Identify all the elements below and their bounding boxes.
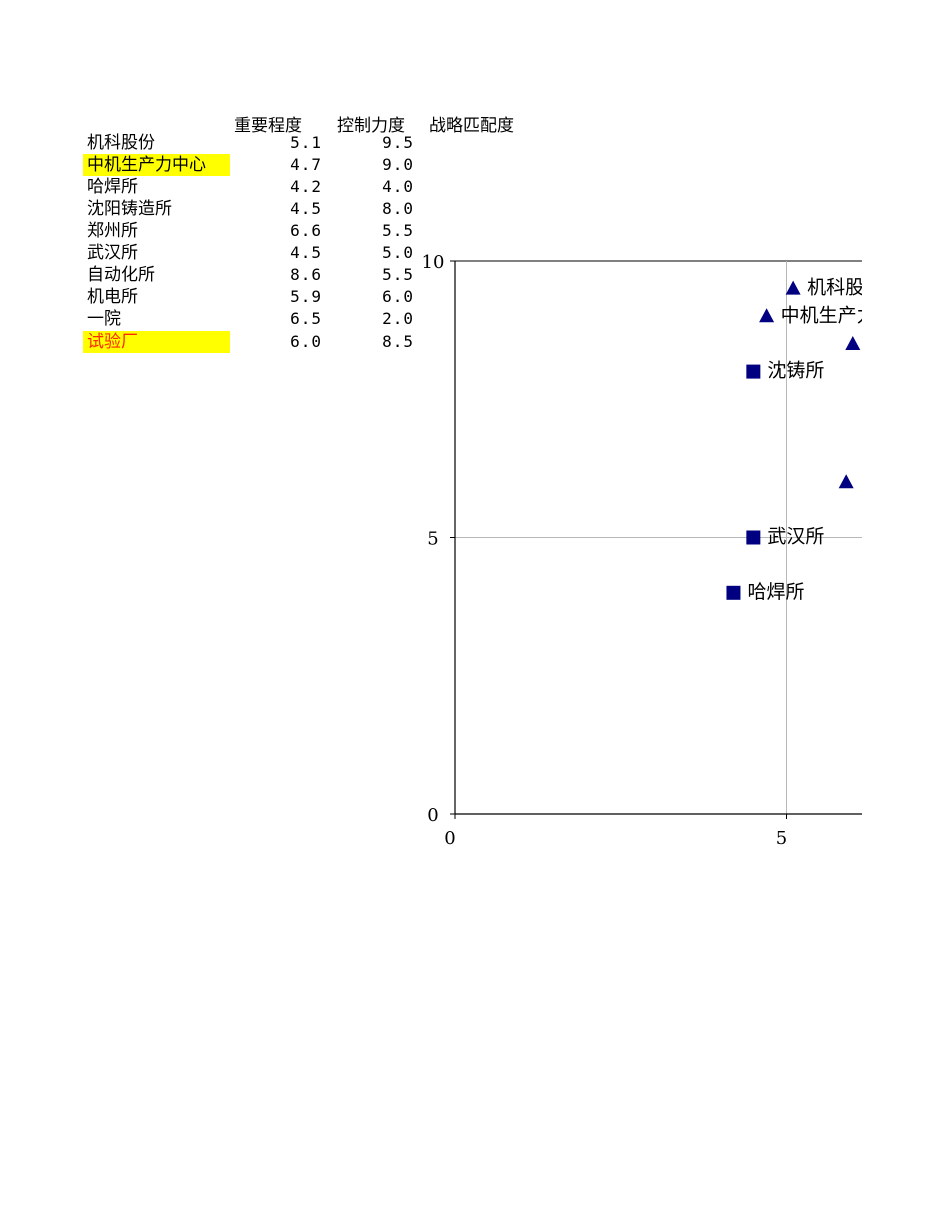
square-marker bbox=[746, 530, 761, 545]
control-value: 8.0 bbox=[382, 199, 414, 218]
importance-value: 5.1 bbox=[290, 133, 322, 152]
row-name: 一院 bbox=[87, 309, 121, 329]
row-name: 沈阳铸造所 bbox=[87, 199, 172, 219]
table-row: 哈焊所 4.2 4.0 bbox=[83, 176, 423, 198]
axes bbox=[450, 260, 862, 819]
importance-value: 4.5 bbox=[290, 199, 322, 218]
point-label: 哈焊所 bbox=[747, 581, 804, 603]
control-value: 6.0 bbox=[382, 287, 414, 306]
x-tick-label: 5 bbox=[776, 828, 787, 849]
control-value: 5.0 bbox=[382, 243, 414, 262]
y-tick-label: 0 bbox=[427, 805, 438, 826]
control-value: 9.0 bbox=[382, 155, 414, 174]
importance-value: 4.2 bbox=[290, 177, 322, 196]
row-name-highlighted: 试验厂 bbox=[83, 331, 230, 353]
column-header-strategic-fit: 战略匹配度 bbox=[429, 116, 514, 136]
importance-value: 5.9 bbox=[290, 287, 322, 306]
column-header-control: 控制力度 bbox=[337, 116, 405, 136]
point-label: 武汉所 bbox=[767, 526, 824, 548]
table-row: 机电所 5.9 6.0 bbox=[83, 286, 423, 308]
square-marker bbox=[726, 585, 741, 600]
row-name: 哈焊所 bbox=[87, 177, 138, 197]
control-value: 5.5 bbox=[382, 221, 414, 240]
column-header-importance: 重要程度 bbox=[234, 116, 302, 136]
row-name: 机电所 bbox=[87, 287, 138, 307]
control-value: 2.0 bbox=[382, 309, 414, 328]
x-tick-label: 0 bbox=[444, 828, 455, 849]
table-row: 试验厂 6.0 8.5 bbox=[83, 331, 423, 353]
row-name: 郑州所 bbox=[87, 221, 138, 241]
importance-value: 4.5 bbox=[290, 243, 322, 262]
point-label: 中机生产力中心 bbox=[781, 304, 914, 326]
table-row: 郑州所 6.6 5.5 bbox=[83, 220, 423, 242]
triangle-marker bbox=[785, 280, 801, 295]
control-value: 5.5 bbox=[382, 265, 414, 284]
row-name: 机科股份 bbox=[87, 133, 155, 153]
row-name: 自动化所 bbox=[87, 265, 155, 285]
point-label: 沈铸所 bbox=[767, 360, 824, 382]
y-tick-label: 10 bbox=[422, 252, 445, 273]
control-value: 8.5 bbox=[382, 332, 414, 351]
importance-value: 4.7 bbox=[290, 155, 322, 174]
square-marker bbox=[746, 364, 761, 379]
y-tick-label: 5 bbox=[427, 529, 438, 550]
table-row: 中机生产力中心 4.7 9.0 bbox=[83, 154, 423, 176]
table-row: 武汉所 4.5 5.0 bbox=[83, 242, 423, 264]
table-row: 机科股份 5.1 9.5 bbox=[83, 132, 423, 154]
control-value: 9.5 bbox=[382, 133, 414, 152]
control-value: 4.0 bbox=[382, 177, 414, 196]
table-row: 自动化所 8.6 5.5 bbox=[83, 264, 423, 286]
importance-value: 6.5 bbox=[290, 309, 322, 328]
importance-value: 6.6 bbox=[290, 221, 322, 240]
triangle-marker bbox=[838, 474, 854, 489]
tick-labels: 0 5 10 0 5 bbox=[422, 252, 788, 849]
triangle-marker bbox=[845, 335, 861, 350]
point-label: 机科股份 bbox=[807, 277, 883, 299]
row-name-highlighted: 中机生产力中心 bbox=[83, 154, 230, 176]
importance-value: 8.6 bbox=[290, 265, 322, 284]
row-name: 武汉所 bbox=[87, 243, 138, 263]
table-row: 沈阳铸造所 4.5 8.0 bbox=[83, 198, 423, 220]
triangle-marker bbox=[759, 308, 775, 323]
importance-value: 6.0 bbox=[290, 332, 322, 351]
gridlines bbox=[455, 260, 862, 814]
table-row: 一院 6.5 2.0 bbox=[83, 308, 423, 330]
